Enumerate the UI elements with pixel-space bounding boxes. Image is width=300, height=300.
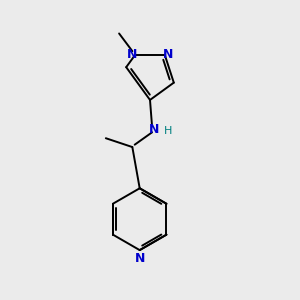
Text: N: N <box>149 123 160 136</box>
Text: H: H <box>164 126 173 136</box>
Text: N: N <box>134 253 145 266</box>
Text: N: N <box>127 48 137 61</box>
Text: N: N <box>163 48 173 61</box>
